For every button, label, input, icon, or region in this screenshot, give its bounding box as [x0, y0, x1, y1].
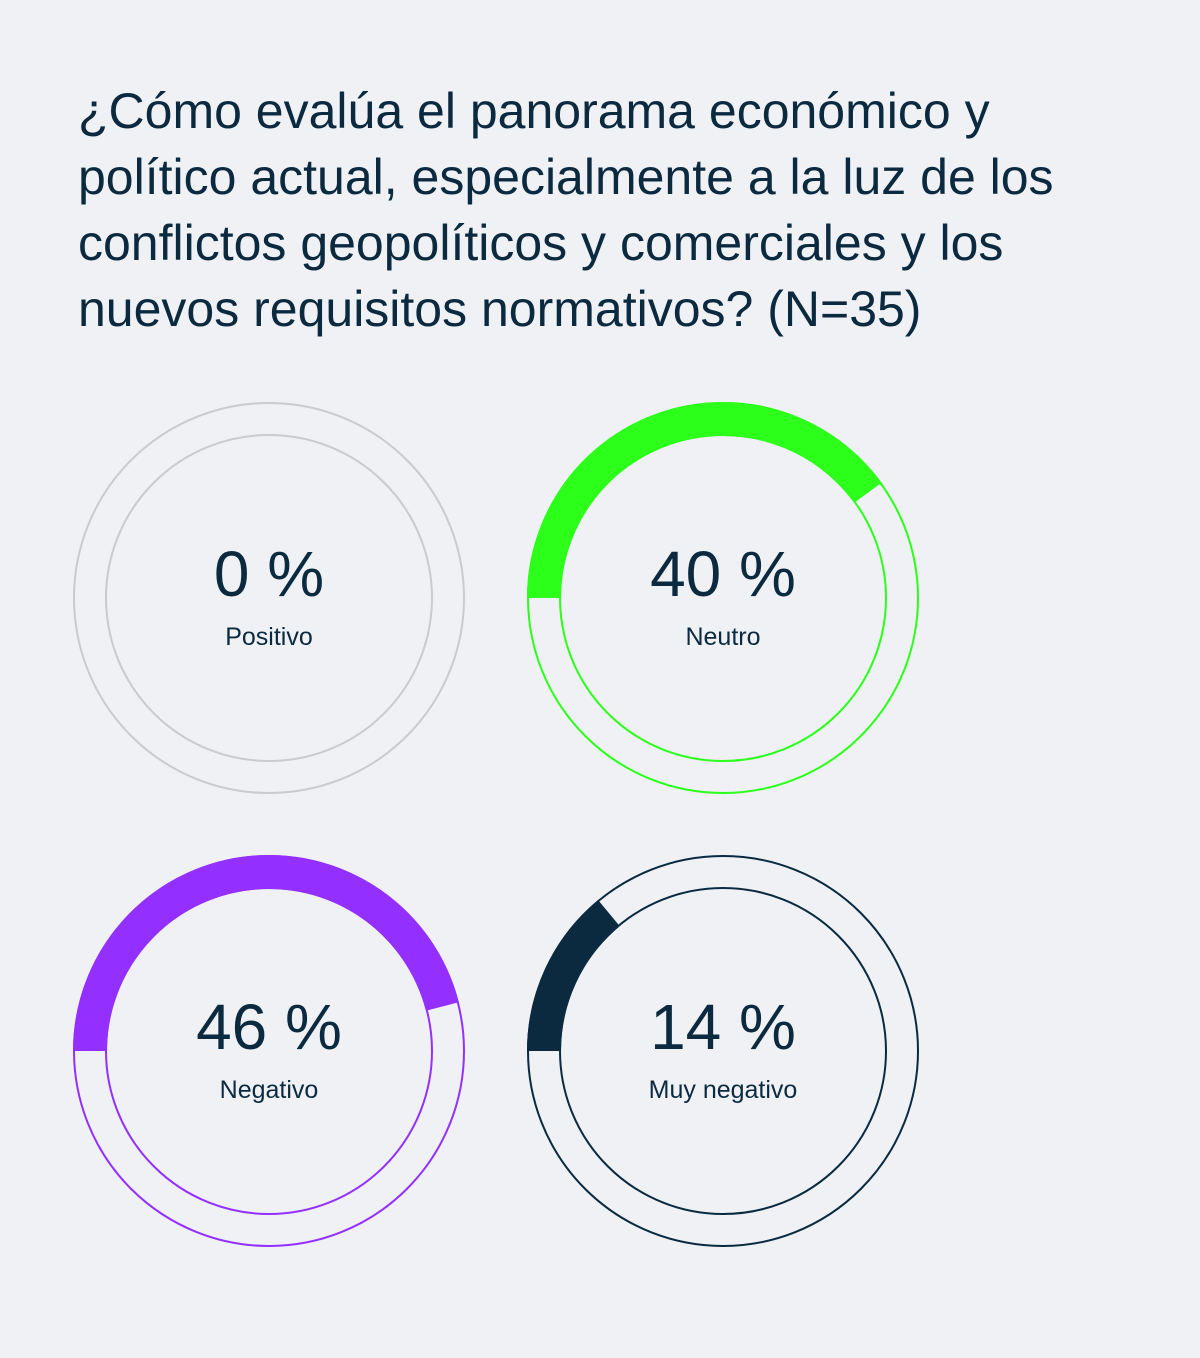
gauge-outer-ring-positivo: [73, 402, 465, 794]
gauge-neutro: 40 % Neutro: [525, 400, 921, 796]
gauge-ring-negativo: [73, 855, 465, 1247]
gauge-muy-negativo: 14 % Muy negativo: [525, 853, 921, 1249]
gauge-ring-muy-negativo: [527, 855, 919, 1247]
gauge-negativo: 46 % Negativo: [71, 853, 467, 1249]
gauge-label-negativo: Negativo: [219, 1076, 319, 1104]
gauge-label-positivo: Positivo: [225, 623, 313, 651]
gauge-label-muy-negativo: Muy negativo: [648, 1076, 798, 1104]
gauge-value-muy-negativo: 14 %: [650, 991, 796, 1063]
gauge-value-neutro: 40 %: [650, 538, 796, 610]
gauge-arc-negativo: [73, 855, 459, 1052]
gauge-arc-muy-negativo: [527, 899, 621, 1052]
gauge-arc-neutro: [527, 402, 882, 599]
gauge-inner-ring-positivo: [105, 434, 433, 762]
gauge-value-negativo: 46 %: [196, 991, 342, 1063]
gauge-ring-neutro: [527, 402, 919, 794]
gauge-positivo: 0 % Positivo: [71, 400, 467, 796]
gauge-label-neutro: Neutro: [685, 623, 761, 651]
gauge-ring-positivo: [73, 402, 465, 794]
gauge-value-positivo: 0 %: [213, 538, 325, 610]
chart-title: ¿Cómo evalúa el panorama económico y pol…: [78, 83, 1054, 337]
